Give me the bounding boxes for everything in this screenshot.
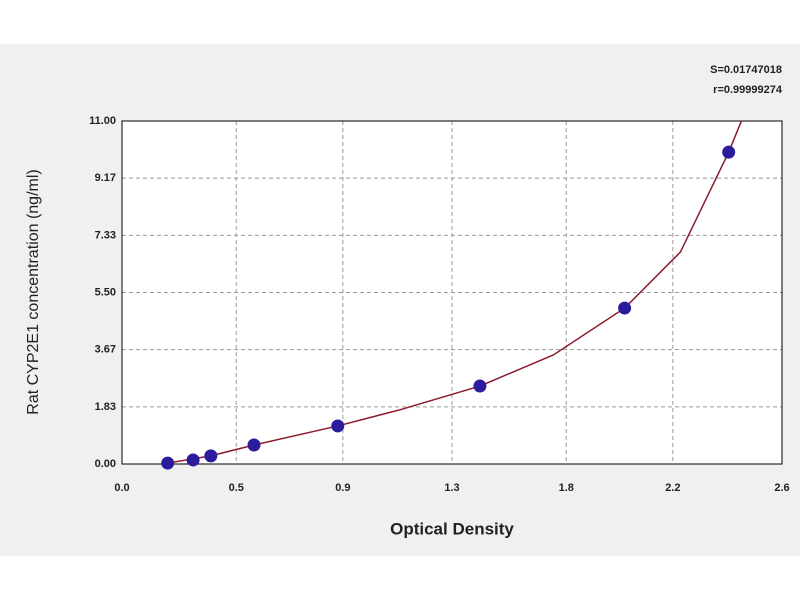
- data-point: [247, 438, 261, 452]
- y-tick-label: 1.83: [95, 401, 116, 413]
- annotation: r=0.99999274: [713, 84, 783, 96]
- y-tick-label: 11.00: [89, 115, 116, 127]
- data-point: [161, 456, 175, 470]
- x-tick-label: 0.9: [335, 482, 350, 494]
- annotation: S=0.01747018: [710, 64, 782, 76]
- x-tick-label: 1.3: [444, 482, 459, 494]
- y-tick-label: 5.50: [95, 286, 116, 298]
- x-tick-label: 0.5: [229, 482, 244, 494]
- data-point: [204, 449, 218, 463]
- x-axis-title: Optical Density: [390, 519, 514, 538]
- data-point: [473, 379, 487, 393]
- x-tick-label: 1.8: [559, 482, 574, 494]
- x-tick-label: 0.0: [114, 482, 129, 494]
- data-point: [331, 419, 345, 433]
- y-tick-label: 7.33: [95, 229, 116, 241]
- y-tick-label: 3.67: [95, 343, 116, 355]
- data-point: [722, 145, 736, 159]
- plot-frame: [121, 120, 783, 465]
- y-tick-label: 9.17: [95, 172, 116, 184]
- data-point: [618, 301, 632, 315]
- y-tick-label: 0.00: [95, 458, 116, 470]
- data-point: [186, 453, 200, 467]
- x-tick-label: 2.6: [774, 482, 789, 494]
- y-axis-title: Rat CYP2E1 concentration (ng/ml): [25, 169, 42, 414]
- x-tick-label: 2.2: [665, 482, 680, 494]
